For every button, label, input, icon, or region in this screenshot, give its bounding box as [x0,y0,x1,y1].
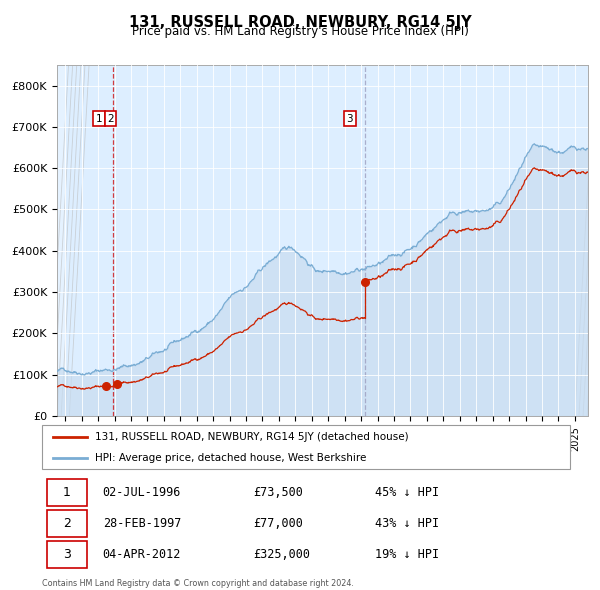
Text: 131, RUSSELL ROAD, NEWBURY, RG14 5JY (detached house): 131, RUSSELL ROAD, NEWBURY, RG14 5JY (de… [95,432,409,442]
Bar [57,65,65,416]
Text: Contains HM Land Registry data © Crown copyright and database right 2024.
This d: Contains HM Land Registry data © Crown c… [42,579,354,590]
Text: 2: 2 [107,114,114,123]
Text: 43% ↓ HPI: 43% ↓ HPI [374,517,439,530]
Text: 3: 3 [63,548,71,561]
Text: 3: 3 [346,114,353,123]
Text: HPI: Average price, detached house, West Berkshire: HPI: Average price, detached house, West… [95,453,366,463]
FancyBboxPatch shape [47,541,87,568]
Text: 2: 2 [63,517,71,530]
Text: £77,000: £77,000 [253,517,303,530]
Text: £73,500: £73,500 [253,486,303,499]
Text: 131, RUSSELL ROAD, NEWBURY, RG14 5JY: 131, RUSSELL ROAD, NEWBURY, RG14 5JY [128,15,472,30]
Text: 45% ↓ HPI: 45% ↓ HPI [374,486,439,499]
Text: 19% ↓ HPI: 19% ↓ HPI [374,548,439,561]
Text: £325,000: £325,000 [253,548,310,561]
Text: 1: 1 [95,114,102,123]
FancyBboxPatch shape [47,510,87,537]
Text: 28-FEB-1997: 28-FEB-1997 [103,517,181,530]
FancyBboxPatch shape [42,425,570,469]
Text: Price paid vs. HM Land Registry's House Price Index (HPI): Price paid vs. HM Land Registry's House … [131,25,469,38]
Text: 1: 1 [63,486,71,499]
Text: 04-APR-2012: 04-APR-2012 [103,548,181,561]
FancyBboxPatch shape [47,479,87,506]
Text: 02-JUL-1996: 02-JUL-1996 [103,486,181,499]
